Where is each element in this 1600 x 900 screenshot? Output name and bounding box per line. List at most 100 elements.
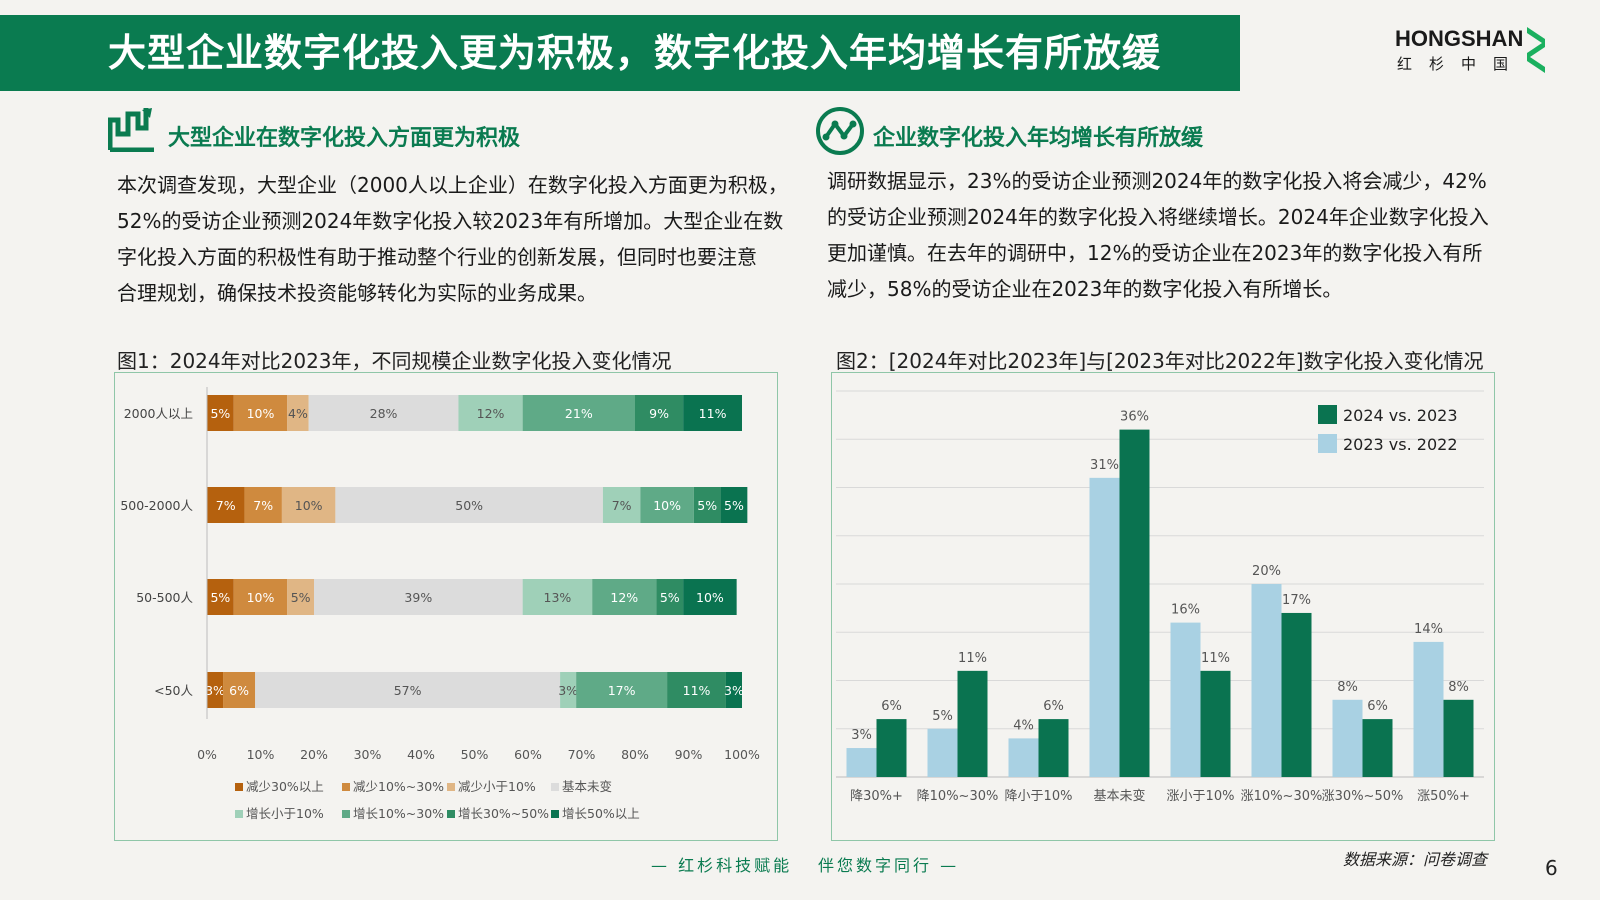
stacked-bar-segment xyxy=(656,579,684,615)
legend-swatch xyxy=(1318,405,1337,424)
stacked-bar-segment xyxy=(635,395,684,431)
segment-value-label: 10% xyxy=(696,590,724,605)
bar-value-label: 16% xyxy=(1171,603,1200,618)
stacked-bar-segment xyxy=(233,579,288,615)
bar-value-label: 3% xyxy=(851,728,872,743)
legend-swatch xyxy=(235,783,243,791)
stacked-bar-segment xyxy=(207,579,234,615)
segment-value-label: 10% xyxy=(247,590,275,605)
legend-label: 2024 vs. 2023 xyxy=(1343,406,1458,425)
bar xyxy=(876,719,907,777)
bar-value-label: 5% xyxy=(932,709,953,724)
bar-value-label: 11% xyxy=(1201,651,1230,666)
bar-value-label: 6% xyxy=(1043,699,1064,714)
legend-swatch xyxy=(551,783,559,791)
stacked-bar-segment xyxy=(287,579,314,615)
stacked-bar-chart: 2000人以上 5% 10% 4% 28% 12% 21% 9% 11% 500-2000人 7% 7… xyxy=(120,387,760,821)
x-category-label: 降30%+ xyxy=(850,789,903,804)
bar xyxy=(957,670,988,777)
figure1-title: 图1：2024年对比2023年，不同规模企业数字化投入变化情况 xyxy=(117,349,672,373)
bar-value-label: 6% xyxy=(881,699,902,714)
bar xyxy=(927,728,958,777)
legend-label: 增长小于10% xyxy=(246,806,324,821)
stacked-bar-segment xyxy=(576,672,668,708)
logo-name: HONGSHAN xyxy=(1395,26,1524,51)
stacked-bar-segment xyxy=(335,487,603,523)
bar xyxy=(1281,612,1312,777)
segment-value-label: 5% xyxy=(210,590,230,605)
title-bar: 大型企业数字化投入更为积极，数字化投入年均增长有所放缓 xyxy=(0,15,1240,91)
bar xyxy=(1251,584,1282,777)
stacked-bar-segment xyxy=(207,487,245,523)
footer-slogan-right: 伴您数字同行 — xyxy=(818,856,960,875)
stacked-bar-segment xyxy=(640,487,694,523)
x-tick-label: 100% xyxy=(724,747,760,762)
stacked-bar-segment xyxy=(522,395,635,431)
segment-value-label: 12% xyxy=(477,406,505,421)
segment-value-label: 12% xyxy=(610,590,638,605)
stacked-bar-segment xyxy=(522,579,593,615)
logo-cn: 红杉中国 xyxy=(1397,55,1526,73)
figure1-box: 2000人以上 5% 10% 4% 28% 12% 21% 9% 11% 500-2000人 7% 7… xyxy=(114,372,778,841)
segment-value-label: 3% xyxy=(558,683,578,698)
legend-label: 增长10%~30% xyxy=(353,806,444,821)
stacked-bar-segment xyxy=(720,487,748,523)
x-tick-label: 60% xyxy=(514,747,542,762)
bar xyxy=(846,748,877,777)
segment-value-label: 5% xyxy=(724,498,744,513)
bar-value-label: 8% xyxy=(1337,680,1358,695)
x-tick-label: 30% xyxy=(354,747,382,762)
left-paragraph: 本次调查发现，大型企业（2000人以上企业）在数字化投入方面更为积极， 52%的… xyxy=(117,173,788,305)
legend-swatch xyxy=(342,783,350,791)
stacked-bar-segment xyxy=(244,487,282,523)
x-tick-label: 50% xyxy=(461,747,489,762)
legend-label: 减少小于10% xyxy=(458,779,536,794)
trend-circle-icon xyxy=(816,107,864,155)
segment-value-label: 17% xyxy=(608,683,636,698)
y-category-label: <50人 xyxy=(154,683,193,698)
bar-value-label: 6% xyxy=(1367,699,1388,714)
bar xyxy=(1119,429,1150,777)
x-category-label: 涨50%+ xyxy=(1417,789,1470,804)
bar-value-label: 11% xyxy=(958,651,987,666)
bar-value-label: 17% xyxy=(1282,593,1311,608)
stacked-bar-segment xyxy=(683,579,737,615)
x-tick-label: 0% xyxy=(197,747,217,762)
footer-slogan-left: — 红杉科技赋能 xyxy=(651,856,793,875)
stacked-bar-segment xyxy=(693,487,721,523)
segment-value-label: 5% xyxy=(697,498,717,513)
stacked-bar-segment xyxy=(458,395,523,431)
data-source: 数据来源：问卷调查 xyxy=(1343,850,1488,869)
stacked-bar-segment xyxy=(207,672,224,708)
segment-value-label: 4% xyxy=(288,406,308,421)
stacked-bar-segment xyxy=(308,395,459,431)
bar xyxy=(1008,738,1039,777)
x-category-label: 基本未变 xyxy=(1093,788,1145,804)
segment-value-label: 3% xyxy=(205,683,225,698)
figure2-box: 3% 6% 降30%+ 5% 11% 降10%~30% 4% 6% 降小于10% 31% 36% 基本… xyxy=(831,372,1495,841)
segment-value-label: 39% xyxy=(404,590,432,605)
legend-swatch xyxy=(551,810,559,818)
x-category-label: 涨小于10% xyxy=(1167,789,1235,804)
bar xyxy=(1332,699,1363,777)
segment-value-label: 10% xyxy=(295,498,323,513)
legend-swatch xyxy=(342,810,350,818)
bar-value-label: 31% xyxy=(1090,458,1119,473)
bar xyxy=(1200,670,1231,777)
growth-chart-icon xyxy=(108,108,154,152)
stacked-bar-segment xyxy=(223,672,256,708)
x-category-label: 涨10%~30% xyxy=(1241,789,1323,804)
legend-label: 增长50%以上 xyxy=(562,806,640,821)
leaf-stripe-mid xyxy=(1527,41,1545,59)
left-heading: 大型企业在数字化投入方面更为积极 xyxy=(168,126,521,151)
stacked-bar-segment xyxy=(207,395,234,431)
segment-value-label: 13% xyxy=(544,590,572,605)
x-tick-label: 40% xyxy=(407,747,435,762)
segment-value-label: 11% xyxy=(699,406,727,421)
bar-value-label: 8% xyxy=(1448,680,1469,695)
segment-value-label: 7% xyxy=(612,498,632,513)
legend-swatch xyxy=(447,783,455,791)
bar-value-label: 4% xyxy=(1013,718,1034,733)
bar-value-label: 36% xyxy=(1120,410,1149,425)
x-tick-label: 70% xyxy=(568,747,596,762)
